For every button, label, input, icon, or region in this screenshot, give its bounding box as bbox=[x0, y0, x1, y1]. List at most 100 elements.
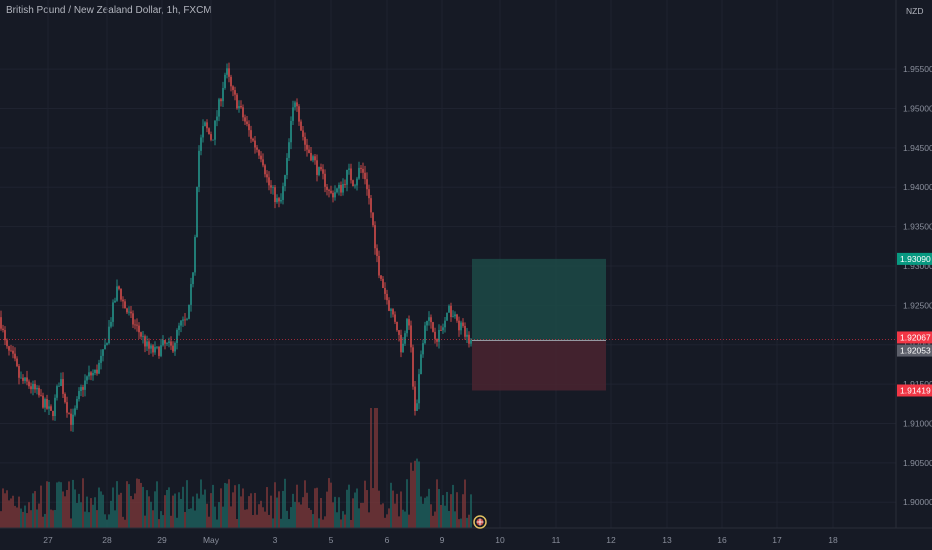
candle-body bbox=[212, 139, 214, 141]
volume-bar bbox=[186, 480, 188, 528]
volume-bar bbox=[116, 481, 118, 528]
candle-body bbox=[188, 304, 190, 319]
volume-bar bbox=[222, 506, 224, 528]
target-zone[interactable] bbox=[472, 258, 606, 341]
volume-bar bbox=[36, 509, 38, 528]
candle-body bbox=[38, 387, 40, 396]
price-tick-label: 1.90500 bbox=[903, 458, 932, 468]
candle-body bbox=[162, 340, 164, 346]
volume-bar bbox=[234, 485, 236, 528]
volume-bar bbox=[274, 482, 276, 528]
volume-bar bbox=[8, 500, 10, 528]
volume-bar bbox=[142, 486, 144, 528]
time-tick-label: 29 bbox=[157, 535, 167, 545]
volume-bar bbox=[294, 501, 296, 528]
candle-body bbox=[248, 124, 250, 131]
volume-bar bbox=[226, 483, 228, 528]
volume-bar bbox=[184, 512, 186, 528]
candle-body bbox=[360, 167, 362, 169]
volume-bar bbox=[376, 408, 378, 528]
candle-body bbox=[28, 381, 30, 387]
volume-bar bbox=[338, 497, 340, 528]
candle-body bbox=[14, 353, 16, 359]
volume-bar bbox=[410, 462, 412, 528]
volume-bar bbox=[62, 491, 64, 528]
candle-body bbox=[232, 86, 234, 91]
candle-body bbox=[470, 339, 472, 344]
candle-body bbox=[142, 336, 144, 337]
candle-body bbox=[292, 107, 294, 121]
candle-body bbox=[32, 383, 34, 390]
volume-bar bbox=[84, 511, 86, 528]
volume-bar bbox=[228, 479, 230, 528]
volume-bar bbox=[296, 484, 298, 528]
volume-bar bbox=[242, 488, 244, 528]
candle-body bbox=[376, 248, 378, 256]
volume-bar bbox=[352, 498, 354, 528]
candle-body bbox=[408, 319, 410, 326]
volume-bar bbox=[192, 496, 194, 528]
volume-bar bbox=[272, 518, 274, 528]
candle-body bbox=[364, 172, 366, 180]
price-axis[interactable]: 1.900001.905001.910001.915001.920001.925… bbox=[903, 64, 932, 507]
candle-body bbox=[126, 308, 128, 313]
event-flag-icon[interactable] bbox=[473, 515, 487, 529]
candle-body bbox=[404, 333, 406, 344]
volume-bar bbox=[278, 491, 280, 528]
candle-body bbox=[196, 186, 198, 238]
volume-bar bbox=[382, 503, 384, 528]
candle-body bbox=[86, 376, 88, 381]
candle-body bbox=[406, 319, 408, 334]
candle-body bbox=[432, 322, 434, 332]
candle-body bbox=[50, 406, 52, 411]
volume-bar bbox=[256, 514, 258, 528]
candle-body bbox=[368, 189, 370, 199]
volume-bar bbox=[198, 498, 200, 528]
candle-body bbox=[400, 334, 402, 353]
target-price-text: 1.93090 bbox=[900, 254, 931, 264]
candle-body bbox=[164, 340, 166, 344]
candle-body bbox=[58, 385, 60, 387]
volume-bar bbox=[358, 508, 360, 528]
volume-bar bbox=[212, 484, 214, 528]
volume-bar bbox=[264, 511, 266, 528]
volume-bar bbox=[118, 494, 120, 528]
candle-body bbox=[68, 412, 70, 414]
candle-body bbox=[0, 317, 2, 329]
volume-bar bbox=[326, 491, 328, 528]
volume-bar bbox=[462, 494, 464, 528]
candle-body bbox=[312, 156, 314, 161]
candle-body bbox=[230, 76, 232, 87]
candle-body bbox=[326, 186, 328, 190]
candle-body bbox=[382, 278, 384, 288]
candle-body bbox=[112, 302, 114, 322]
candle-body bbox=[174, 342, 176, 352]
volume-bar bbox=[164, 495, 166, 528]
volume-bar bbox=[208, 516, 210, 528]
candle-body bbox=[322, 169, 324, 174]
volume-bar bbox=[114, 510, 116, 528]
candle-body bbox=[138, 325, 140, 333]
candle-body bbox=[396, 321, 398, 331]
candle-body bbox=[88, 372, 90, 377]
candle-body bbox=[266, 174, 268, 178]
volume-bar bbox=[204, 489, 206, 528]
candle-body bbox=[374, 225, 376, 249]
volume-bar bbox=[310, 509, 312, 528]
volume-bar bbox=[52, 510, 54, 528]
volume-bar bbox=[60, 482, 62, 528]
candle-body bbox=[90, 372, 92, 376]
position-zones[interactable] bbox=[472, 258, 606, 391]
candle-body bbox=[246, 121, 248, 125]
price-badges: 1.93090 1.92067 1.92053 1.91419 bbox=[897, 252, 932, 397]
candle-body bbox=[350, 168, 352, 181]
candle-body bbox=[334, 192, 336, 198]
volume-bar bbox=[102, 494, 104, 528]
candle-body bbox=[306, 144, 308, 150]
volume-bar bbox=[156, 481, 158, 528]
candle-body bbox=[224, 74, 226, 88]
time-axis[interactable]: 27 28 29 May 3 5 6 9 10 11 12 13 16 17 18 bbox=[43, 535, 838, 545]
stop-zone[interactable] bbox=[472, 340, 606, 391]
volume-bar bbox=[434, 511, 436, 528]
